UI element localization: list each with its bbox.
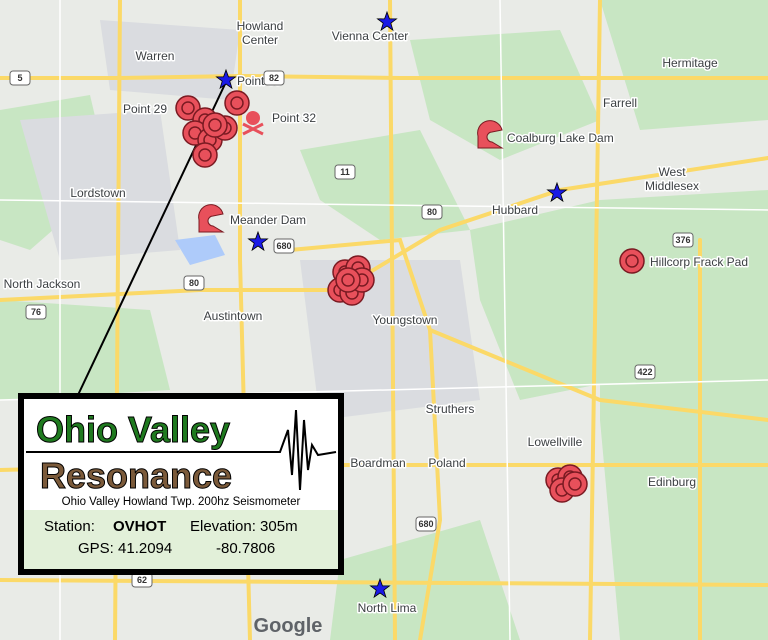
elevation: Elevation: 305m xyxy=(190,518,298,535)
legend-subtitle: Resonance xyxy=(40,455,232,496)
route-shield xyxy=(334,164,356,180)
gps-lon: -80.7806 xyxy=(216,540,275,557)
legend: Ohio Valley Resonance Ohio Valley Howlan… xyxy=(18,393,344,575)
attribution: Google xyxy=(254,615,323,637)
route-number: 680 xyxy=(418,519,433,529)
place-label: North Jackson xyxy=(4,277,81,291)
station-star xyxy=(215,68,237,90)
route-number: 62 xyxy=(137,575,147,585)
place-label: Center xyxy=(242,33,278,47)
route-shield xyxy=(421,204,443,220)
event-outer xyxy=(202,112,228,138)
place-label: North Lima xyxy=(358,601,417,615)
place-label: Struthers xyxy=(426,402,475,416)
place-label: Austintown xyxy=(204,309,263,323)
waveform xyxy=(26,409,337,491)
route-number: 80 xyxy=(427,207,437,217)
route-number: 80 xyxy=(189,278,199,288)
route-number: 76 xyxy=(31,307,41,317)
event-inner xyxy=(625,254,639,268)
place-label: Edinburg xyxy=(648,475,696,489)
hazard-bones xyxy=(242,122,264,136)
route-shield xyxy=(25,304,47,320)
place-label: Howland xyxy=(237,19,284,33)
seismic-event xyxy=(224,90,250,116)
legend-description: Ohio Valley Howland Twp. 200hz Seismomet… xyxy=(62,496,301,508)
route-shield xyxy=(415,516,437,532)
place-label: Boardman xyxy=(350,456,405,470)
place-label: Youngstown xyxy=(373,313,438,327)
site-label: Point 29 xyxy=(123,102,167,116)
seismic-event xyxy=(335,267,361,293)
legend-lower xyxy=(24,510,338,569)
hazard-icon xyxy=(246,111,260,125)
place-label: Hermitage xyxy=(662,56,718,70)
station-star xyxy=(546,181,568,203)
event-outer xyxy=(619,248,645,274)
legend-title: Ohio Valley xyxy=(36,409,230,450)
gps-lat: GPS: 41.2094 xyxy=(78,540,172,557)
seismic-event xyxy=(562,471,588,497)
route-number: 422 xyxy=(637,367,652,377)
route-shield xyxy=(183,275,205,291)
site-label: Coalburg Lake Dam xyxy=(507,131,614,145)
place-label: Middlesex xyxy=(645,179,699,193)
event-inner xyxy=(341,273,355,287)
site-label: Hillcorp Frack Pad xyxy=(650,255,748,269)
station-star xyxy=(247,230,269,252)
route-number: 11 xyxy=(340,167,350,177)
dam-icon xyxy=(198,204,225,233)
place-label: West xyxy=(658,165,686,179)
place-label: Warren xyxy=(136,49,175,63)
place-label: Poland xyxy=(428,456,465,470)
route-number: 5 xyxy=(17,73,22,83)
route-number: 680 xyxy=(276,241,291,251)
event-inner xyxy=(198,148,212,162)
event-inner xyxy=(230,96,244,110)
place-label: Farrell xyxy=(603,96,637,110)
place-label: Vienna Center xyxy=(332,29,409,43)
station-label: Station: xyxy=(44,518,95,535)
place-label: Hubbard xyxy=(492,203,538,217)
event-outer xyxy=(562,471,588,497)
station-star xyxy=(376,10,398,32)
event-inner xyxy=(208,118,222,132)
route-shield xyxy=(672,232,694,248)
event-outer xyxy=(192,142,218,168)
route-shield xyxy=(263,70,285,86)
event-outer xyxy=(224,90,250,116)
route-shield xyxy=(9,70,31,86)
site-label: Meander Dam xyxy=(230,213,306,227)
site-label: Point 32 xyxy=(272,111,316,125)
route-shield xyxy=(634,364,656,380)
place-label: Lordstown xyxy=(70,186,125,200)
place-label: Lowellville xyxy=(528,435,583,449)
route-shield xyxy=(273,238,295,254)
station: OVHOT xyxy=(113,518,166,535)
seismic-event xyxy=(192,142,218,168)
route-number: 82 xyxy=(269,73,279,83)
event-inner xyxy=(181,101,195,115)
seismic-event xyxy=(202,112,228,138)
dam-icon xyxy=(477,120,504,149)
event-inner xyxy=(568,477,582,491)
station-star xyxy=(369,577,391,599)
event-outer xyxy=(335,267,361,293)
route-number: 376 xyxy=(675,235,690,245)
seismic-event xyxy=(619,248,645,274)
lake xyxy=(175,235,225,265)
